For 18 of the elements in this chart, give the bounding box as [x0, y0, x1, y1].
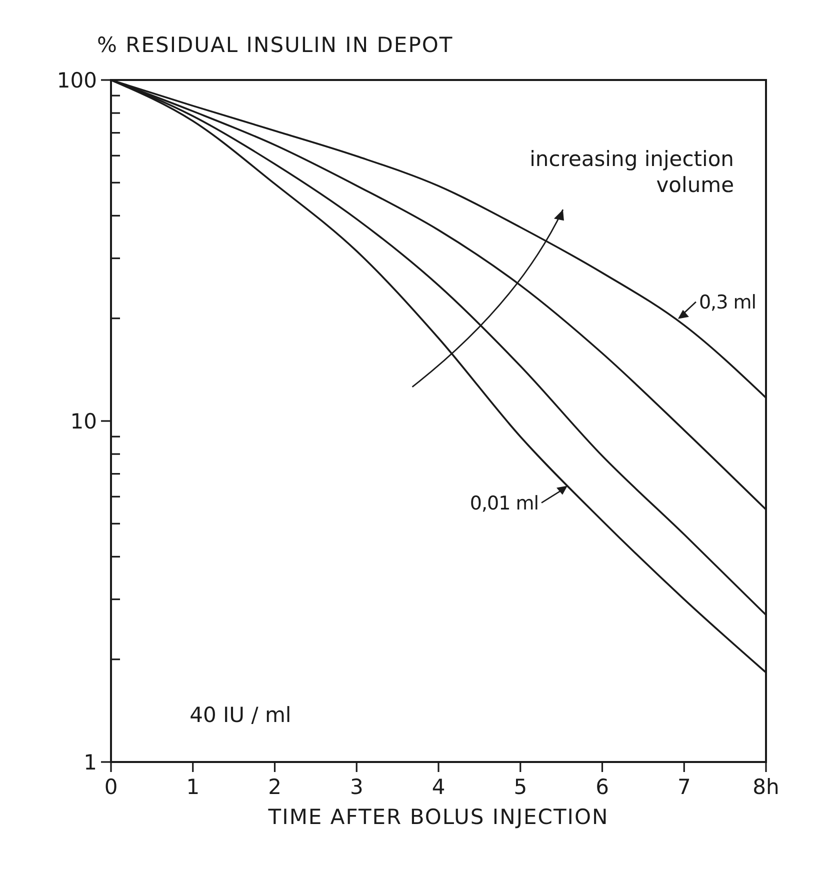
- x-tick-label: 8h: [752, 775, 780, 799]
- x-tick-label: 5: [514, 775, 528, 799]
- y-tick-label: 10: [70, 409, 97, 434]
- x-tick-label: 2: [268, 775, 282, 799]
- x-tick-label: 3: [350, 775, 364, 799]
- x-tick-label: 6: [596, 775, 609, 799]
- x-tick-label: 0: [104, 775, 118, 799]
- x-axis-title: TIME AFTER BOLUS INJECTION: [267, 805, 609, 829]
- x-tick-label: 1: [186, 775, 200, 799]
- x-tick-label: 7: [677, 775, 691, 799]
- y-tick-label: 1: [84, 750, 97, 774]
- y-axis-title: % RESIDUAL INSULIN IN DEPOT: [97, 33, 454, 57]
- y-tick-label: 100: [56, 68, 97, 92]
- annotation: 0,3 ml: [698, 291, 756, 314]
- annotation: 0,01 ml: [470, 492, 538, 514]
- annotation: increasing injection volume: [530, 147, 734, 197]
- x-tick-label: 4: [432, 775, 446, 799]
- annotation: 40 IU / ml: [190, 703, 292, 727]
